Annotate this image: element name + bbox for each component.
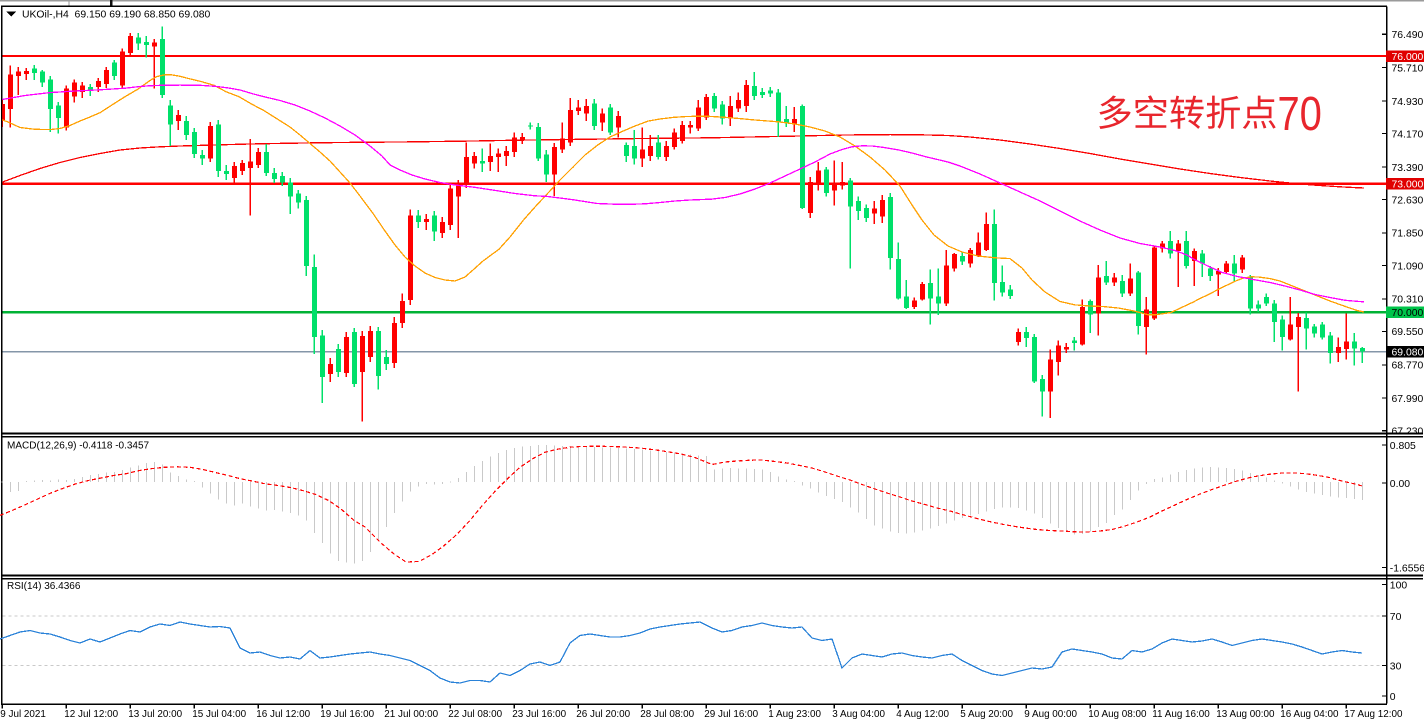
svg-text:70.310: 70.310 bbox=[1392, 295, 1424, 306]
svg-text:69.080: 69.080 bbox=[1392, 348, 1424, 359]
svg-text:RSI(14) 36.4366: RSI(14) 36.4366 bbox=[7, 581, 81, 592]
svg-text:76.000: 76.000 bbox=[1392, 52, 1424, 63]
svg-text:67.230: 67.230 bbox=[1392, 427, 1424, 438]
svg-text:67.990: 67.990 bbox=[1392, 394, 1424, 405]
svg-text:3 Aug 04:00: 3 Aug 04:00 bbox=[832, 709, 885, 720]
svg-text:12 Jul 12:00: 12 Jul 12:00 bbox=[64, 709, 118, 720]
svg-text:19 Jul 16:00: 19 Jul 16:00 bbox=[320, 709, 374, 720]
svg-text:30: 30 bbox=[1390, 661, 1402, 672]
svg-text:71.850: 71.850 bbox=[1392, 229, 1424, 240]
svg-text:26 Jul 20:00: 26 Jul 20:00 bbox=[576, 709, 630, 720]
svg-text:-1.6556: -1.6556 bbox=[1390, 563, 1424, 574]
svg-text:1 Aug 23:00: 1 Aug 23:00 bbox=[768, 709, 821, 720]
svg-text:16 Jul 12:00: 16 Jul 12:00 bbox=[256, 709, 310, 720]
svg-text:75.710: 75.710 bbox=[1392, 64, 1424, 75]
svg-text:72.630: 72.630 bbox=[1392, 195, 1424, 206]
svg-text:13 Aug 00:00: 13 Aug 00:00 bbox=[1216, 709, 1275, 720]
svg-text:70.000: 70.000 bbox=[1392, 308, 1424, 319]
svg-text:70: 70 bbox=[1390, 612, 1402, 623]
svg-text:0: 0 bbox=[1390, 692, 1396, 703]
svg-text:9 Aug 00:00: 9 Aug 00:00 bbox=[1024, 709, 1077, 720]
svg-text:11 Aug 16:00: 11 Aug 16:00 bbox=[1152, 709, 1210, 720]
svg-text:9 Jul 2021: 9 Jul 2021 bbox=[0, 709, 46, 720]
svg-text:0.805: 0.805 bbox=[1390, 441, 1416, 452]
svg-text:22 Jul 08:00: 22 Jul 08:00 bbox=[448, 709, 502, 720]
svg-text:UKOil-,H4 69.150 69.190 68.85: UKOil-,H4 69.150 69.190 68.850 69.080 bbox=[22, 9, 211, 20]
svg-text:21 Jul 00:00: 21 Jul 00:00 bbox=[384, 709, 438, 720]
svg-text:15 Jul 04:00: 15 Jul 04:00 bbox=[192, 709, 246, 720]
svg-text:69.550: 69.550 bbox=[1392, 327, 1424, 338]
svg-text:17 Aug 12:00: 17 Aug 12:00 bbox=[1344, 709, 1403, 720]
svg-text:5 Aug 20:00: 5 Aug 20:00 bbox=[960, 709, 1013, 720]
svg-text:68.770: 68.770 bbox=[1392, 361, 1424, 372]
svg-text:73.390: 73.390 bbox=[1392, 163, 1424, 174]
svg-text:MACD(12,26,9) -0.4118 -0.3457: MACD(12,26,9) -0.4118 -0.3457 bbox=[7, 441, 150, 452]
svg-text:74.170: 74.170 bbox=[1392, 129, 1424, 140]
svg-text:71.090: 71.090 bbox=[1392, 261, 1424, 272]
svg-text:4 Aug 12:00: 4 Aug 12:00 bbox=[896, 709, 949, 720]
svg-text:13 Jul 20:00: 13 Jul 20:00 bbox=[128, 709, 182, 720]
svg-text:76.490: 76.490 bbox=[1392, 30, 1424, 41]
svg-text:73.000: 73.000 bbox=[1392, 180, 1424, 191]
svg-text:16 Aug 04:00: 16 Aug 04:00 bbox=[1280, 709, 1339, 720]
svg-text:10 Aug 08:00: 10 Aug 08:00 bbox=[1088, 709, 1147, 720]
svg-text:23 Jul 16:00: 23 Jul 16:00 bbox=[512, 709, 566, 720]
svg-text:100: 100 bbox=[1390, 580, 1408, 591]
svg-text:28 Jul 08:00: 28 Jul 08:00 bbox=[640, 709, 694, 720]
svg-text:0.00: 0.00 bbox=[1390, 479, 1410, 490]
svg-text:29 Jul 16:00: 29 Jul 16:00 bbox=[704, 709, 758, 720]
svg-text:74.930: 74.930 bbox=[1392, 97, 1424, 108]
